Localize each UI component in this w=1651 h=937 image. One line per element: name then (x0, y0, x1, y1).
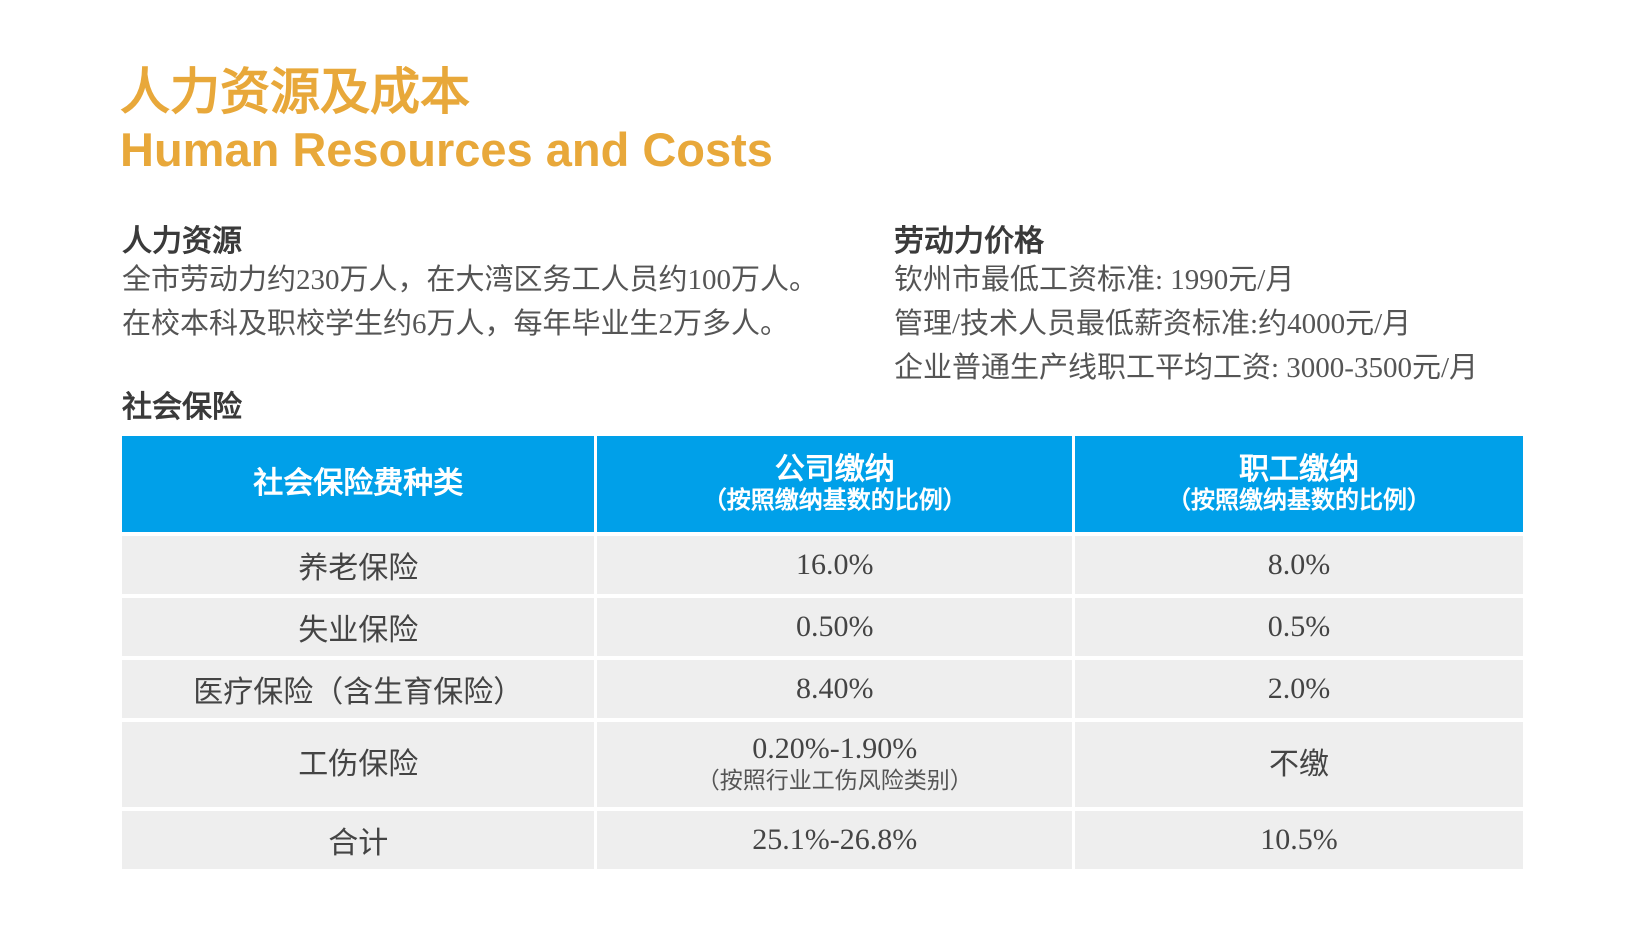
table-row: 失业保险 0.50% 0.5% (122, 598, 1523, 656)
labor-line: 钦州市最低工资标准: 1990元/月 (894, 264, 1295, 296)
header-employee: 职工缴纳 （按照缴纳基数的比例） (1075, 436, 1523, 532)
cell-company: 0.20%-1.90% （按照行业工伤风险类别） (597, 722, 1073, 807)
table-row-total: 合计 25.1%-26.8% 10.5% (122, 811, 1523, 869)
header-label: 职工缴纳 (1239, 453, 1360, 486)
insurance-table: 社会保险费种类 公司缴纳 （按照缴纳基数的比例） 职工缴纳 （按照缴纳基数的比例） … (119, 432, 1526, 873)
cell-employee: 10.5% (1075, 811, 1523, 869)
table-row: 养老保险 16.0% 8.0% (122, 536, 1523, 594)
cell-type: 医疗保险（含生育保险） (122, 660, 595, 718)
cell-type: 养老保险 (122, 536, 595, 594)
cell-type: 工伤保险 (122, 722, 595, 807)
header-sub: （按照缴纳基数的比例） (1167, 487, 1432, 514)
hr-text: 全市劳动力约230万人，在大湾区务工人员约100万人。 在校本科及职校学生约6万… (122, 258, 818, 346)
cell-value: 0.20%-1.90% (752, 731, 918, 765)
cell-employee: 8.0% (1075, 536, 1523, 594)
labor-text: 钦州市最低工资标准: 1990元/月 管理/技术人员最低薪资标准:约4000元/… (894, 258, 1478, 390)
page-title-en: Human Resources and Costs (120, 123, 773, 176)
cell-company: 25.1%-26.8% (597, 811, 1073, 869)
cell-note: （按照行业工伤风险类别） (696, 767, 973, 793)
labor-line: 管理/技术人员最低薪资标准:约4000元/月 (894, 308, 1412, 340)
table-header-row: 社会保险费种类 公司缴纳 （按照缴纳基数的比例） 职工缴纳 （按照缴纳基数的比例） (122, 436, 1523, 532)
table-row: 工伤保险 0.20%-1.90% （按照行业工伤风险类别） 不缴 (122, 722, 1523, 807)
cell-employee: 不缴 (1075, 722, 1523, 807)
table-row: 医疗保险（含生育保险） 8.40% 2.0% (122, 660, 1523, 718)
cell-employee: 2.0% (1075, 660, 1523, 718)
insurance-heading: 社会保险 (122, 391, 242, 424)
hr-heading: 人力资源 (122, 225, 242, 258)
labor-line: 企业普通生产线职工平均工资: 3000-3500元/月 (894, 352, 1479, 384)
cell-type: 合计 (122, 811, 595, 869)
header-label: 公司缴纳 (774, 453, 895, 486)
header-label: 社会保险费种类 (253, 467, 464, 500)
cell-company: 16.0% (597, 536, 1073, 594)
cell-type: 失业保险 (122, 598, 595, 656)
header-type: 社会保险费种类 (122, 436, 595, 532)
hr-line: 在校本科及职校学生约6万人，每年毕业生2万多人。 (122, 308, 790, 340)
header-sub: （按照缴纳基数的比例） (702, 487, 967, 514)
page-title-cn: 人力资源及成本 (120, 64, 470, 120)
cell-company: 8.40% (597, 660, 1073, 718)
hr-line: 全市劳动力约230万人，在大湾区务工人员约100万人。 (122, 264, 819, 296)
cell-employee: 0.5% (1075, 598, 1523, 656)
header-company: 公司缴纳 （按照缴纳基数的比例） (597, 436, 1073, 532)
labor-heading: 劳动力价格 (894, 225, 1044, 258)
cell-company: 0.50% (597, 598, 1073, 656)
